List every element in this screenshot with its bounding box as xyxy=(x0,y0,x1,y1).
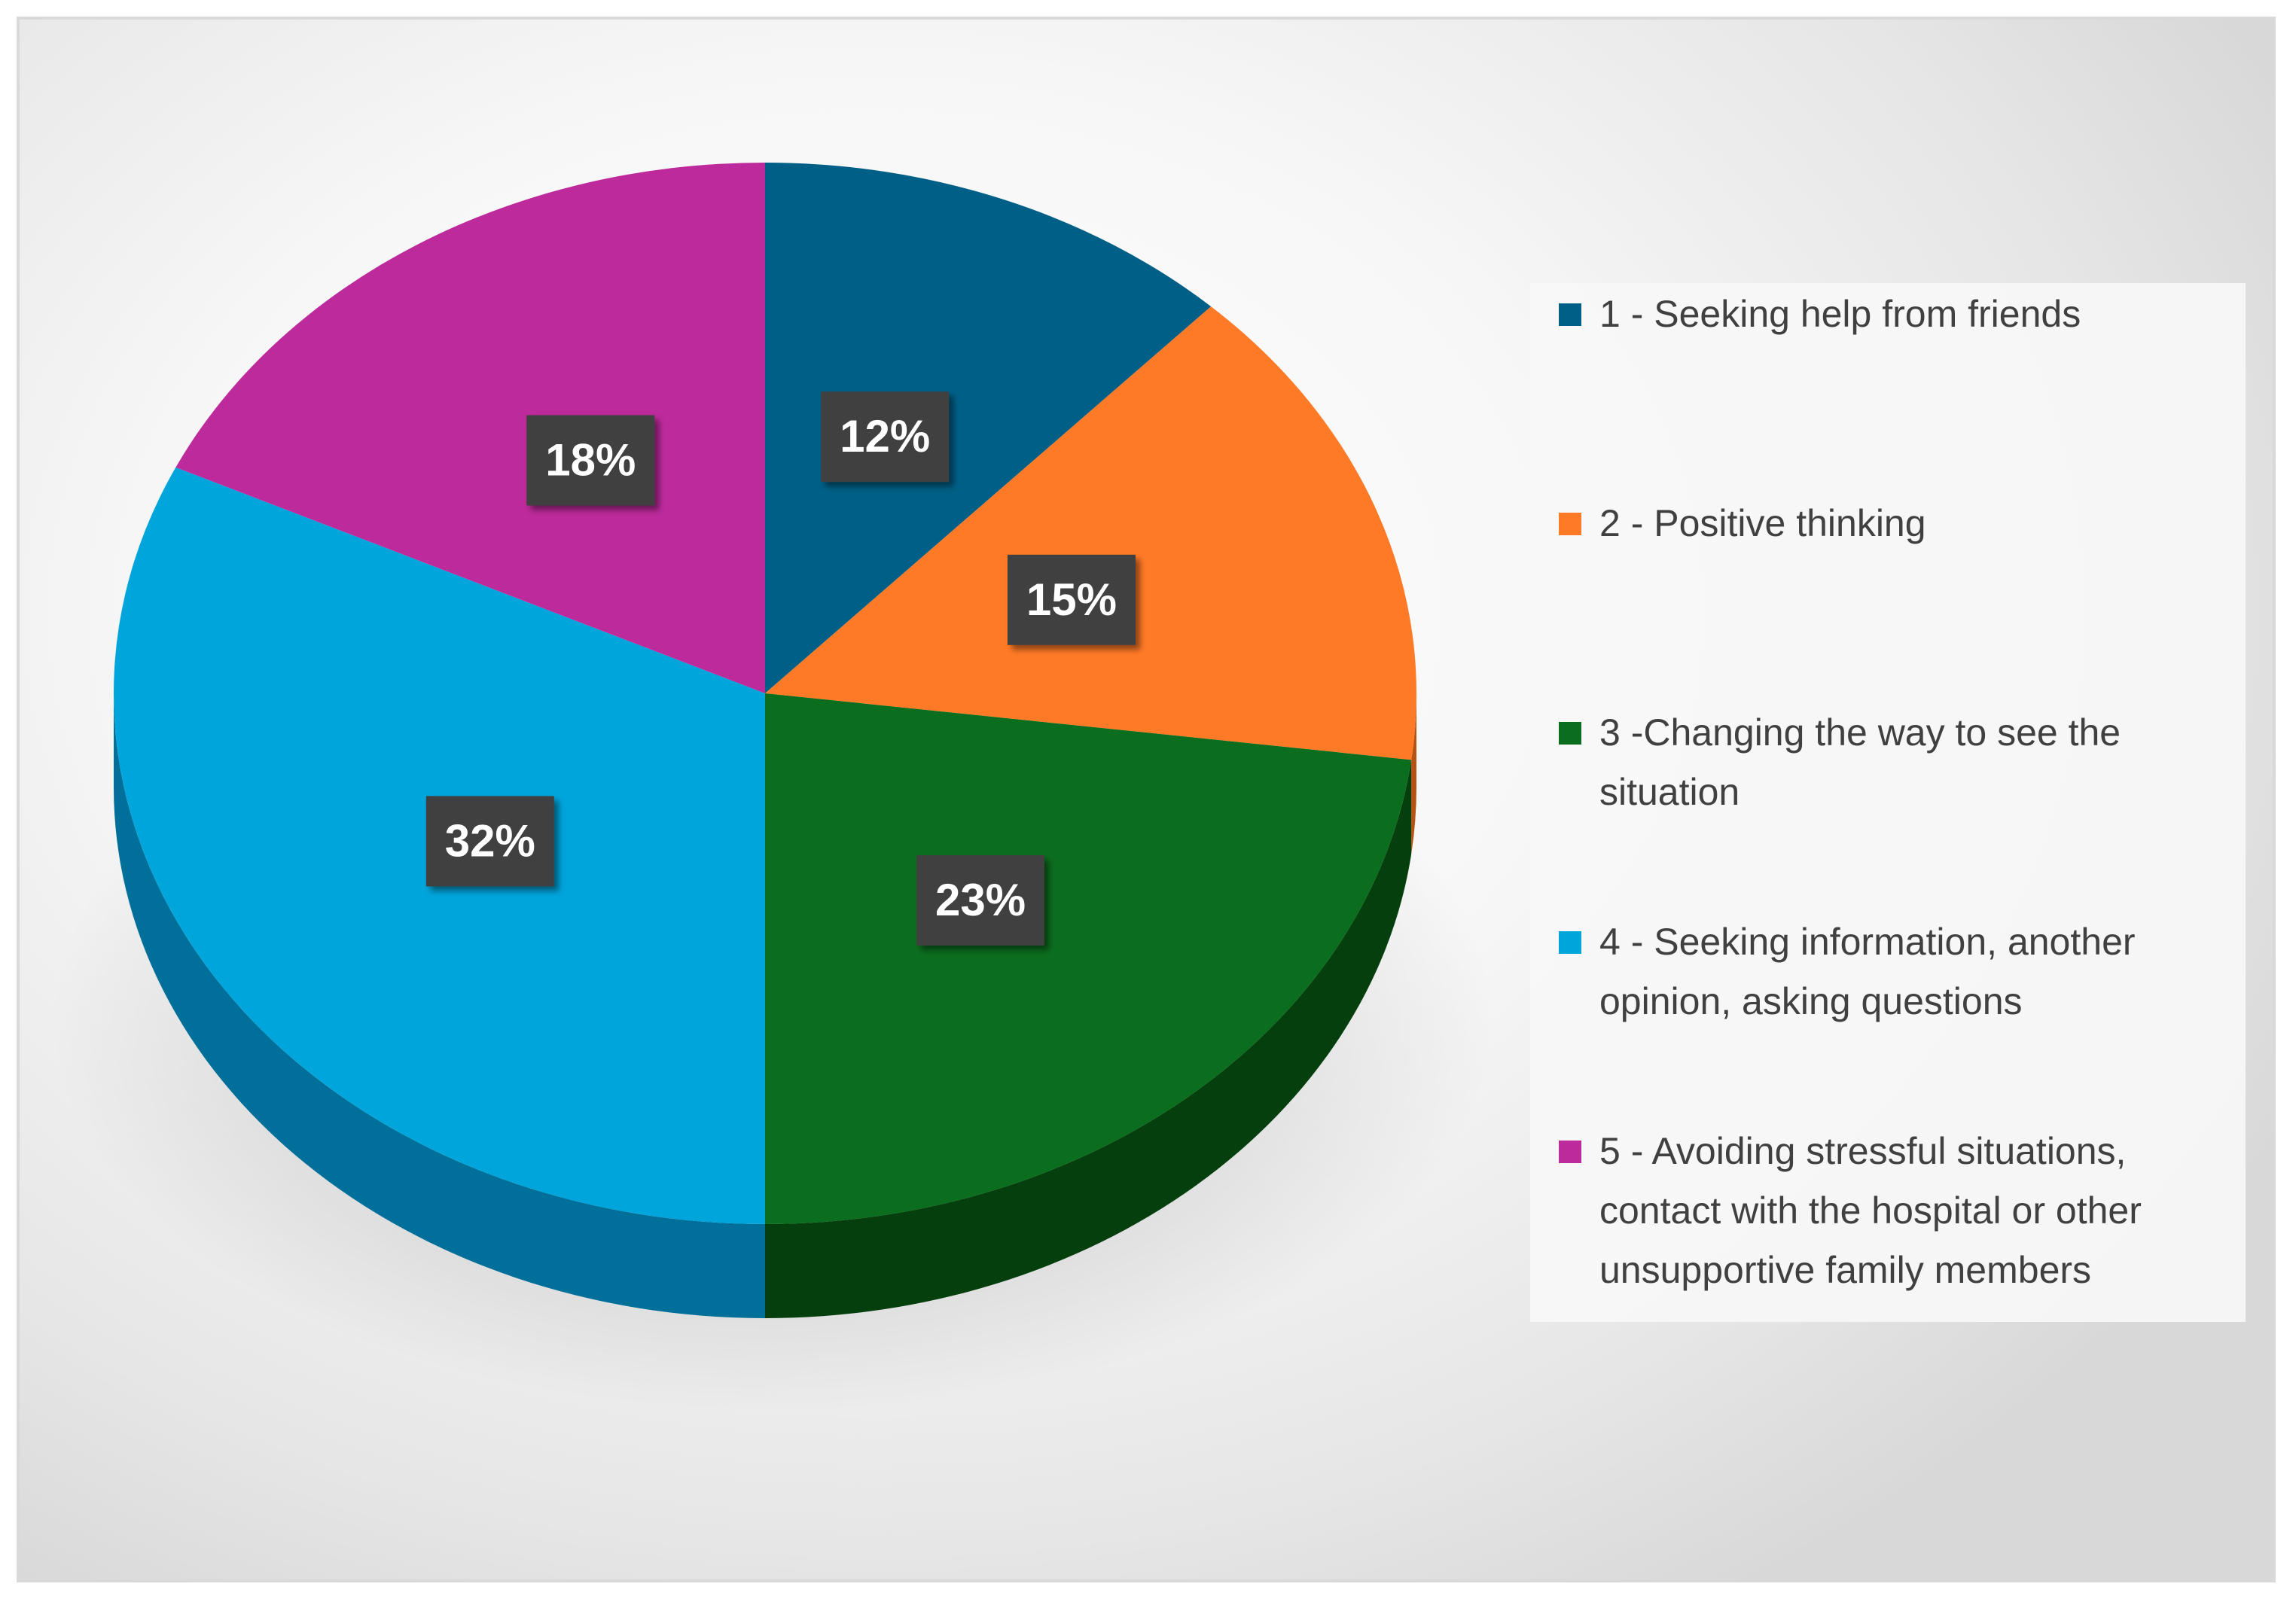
data-label-text: 32% xyxy=(445,815,535,866)
data-label-text: 23% xyxy=(935,875,1026,925)
legend-label: 2 - Positive thinking xyxy=(1599,502,1926,544)
pie-sides xyxy=(114,693,1416,1318)
chart-area: 12% 15% 23% 32% 18% 1 - Seeking help from fr… xyxy=(17,17,2276,1582)
data-label-box xyxy=(526,415,655,506)
pie-slice-3 xyxy=(765,693,1412,1224)
pie-slice-side-4 xyxy=(114,693,765,1318)
legend-label: 3 -Changing the way to see the situation xyxy=(1599,711,2121,813)
pie-labels: 12% 15% 23% 32% 18% xyxy=(425,391,1136,946)
legend-swatch xyxy=(1559,1141,1581,1163)
legend-label: 4 - Seeking information, another opinion… xyxy=(1599,921,2136,1022)
pie-slice-side-3 xyxy=(765,760,1412,1318)
data-label-box xyxy=(821,391,950,483)
data-label-box xyxy=(916,854,1045,946)
pie-chart: 12% 15% 23% 32% 18% xyxy=(50,163,1496,1412)
legend-label: 5 - Avoiding stressful situations, conta… xyxy=(1599,1130,2142,1291)
pie-slice-1 xyxy=(765,163,1212,693)
pie-slice-2 xyxy=(765,306,1416,760)
data-label-text: 12% xyxy=(840,411,930,461)
data-label-3: 23% xyxy=(916,854,1045,946)
data-label-4: 32% xyxy=(425,796,554,887)
pie-slice-5 xyxy=(175,163,766,693)
legend: 1 - Seeking help from friends 2 - Positiv… xyxy=(1530,283,2246,1322)
legend-swatch xyxy=(1559,931,1581,954)
legend-label: 1 - Seeking help from friends xyxy=(1599,293,2081,335)
legend-swatch xyxy=(1559,513,1581,535)
data-label-2: 15% xyxy=(1007,554,1136,645)
data-label-5: 18% xyxy=(526,415,655,506)
data-label-box xyxy=(1007,554,1136,645)
pie-slice-side-2 xyxy=(1411,693,1416,854)
data-label-1: 12% xyxy=(821,391,950,483)
data-label-text: 18% xyxy=(545,434,636,485)
pie-tops xyxy=(113,163,1416,1224)
data-label-text: 15% xyxy=(1026,574,1117,625)
data-label-box xyxy=(425,796,554,887)
legend-swatch xyxy=(1559,722,1581,745)
legend-swatch xyxy=(1559,303,1581,326)
